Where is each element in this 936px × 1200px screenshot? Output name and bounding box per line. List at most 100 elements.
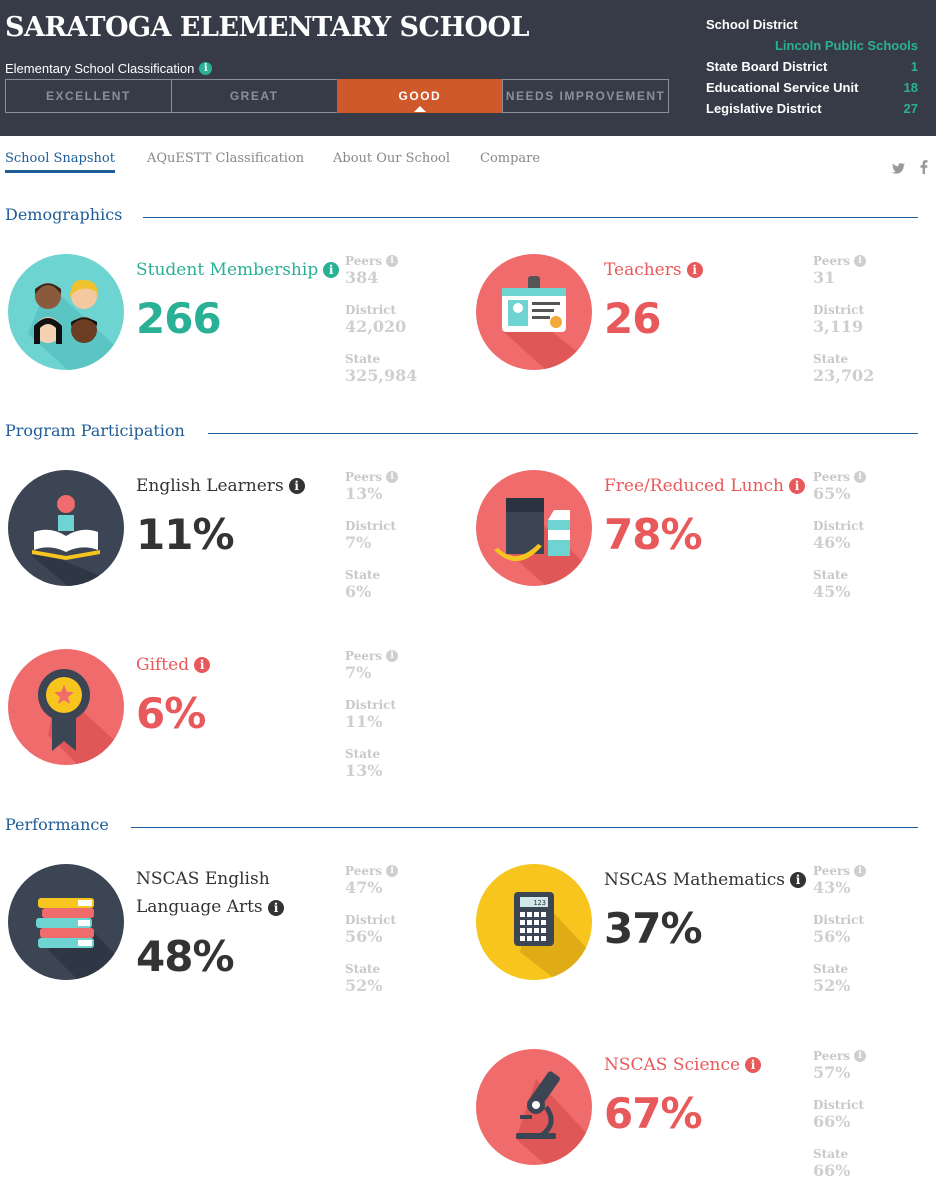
district-label: District [345, 698, 396, 712]
peers-label: Peers [813, 1049, 851, 1063]
peers-label: Peers [813, 864, 851, 878]
classification-great[interactable]: GREAT [170, 79, 337, 113]
state-value: 52% [345, 976, 383, 995]
comparison-stats: Peers i 47% District 56% State 52% [345, 864, 399, 1011]
school-header: SARATOGA ELEMENTARY SCHOOL Elementary Sc… [0, 0, 936, 136]
state-label: State [813, 568, 849, 582]
nscas-math-label: NSCAS Mathematics [604, 870, 786, 890]
award-ribbon-icon [8, 649, 124, 765]
microscope-icon [476, 1049, 592, 1165]
school-district-value-row: Lincoln Public Schools [706, 35, 918, 56]
info-icon[interactable]: i [323, 262, 340, 278]
info-icon[interactable]: i [686, 262, 703, 278]
peers-label: Peers [813, 254, 851, 268]
info-icon[interactable]: i [854, 1050, 867, 1062]
esu-row: Educational Service Unit 18 [706, 77, 918, 98]
legislative-row: Legislative District 27 [706, 98, 918, 119]
state-value: 45% [813, 582, 851, 601]
info-icon[interactable]: i [789, 478, 805, 494]
peers-value: 7% [345, 663, 372, 682]
classification-needs-improvement[interactable]: NEEDS IMPROVEMENT [502, 79, 669, 113]
district-value: 42,020 [345, 317, 407, 336]
twitter-icon[interactable] [892, 162, 905, 177]
state-value: 23,702 [813, 366, 875, 385]
info-icon[interactable]: i [854, 255, 867, 267]
info-icon[interactable]: i [199, 62, 213, 75]
state-board-label: State Board District [706, 59, 828, 74]
classification-excellent[interactable]: EXCELLENT [5, 79, 171, 113]
school-district-label: School District [706, 17, 798, 32]
info-icon[interactable]: i [854, 865, 867, 877]
district-value: 56% [345, 927, 383, 946]
state-value: 66% [813, 1161, 851, 1180]
calculator-icon: 123 [476, 864, 592, 980]
nscas-ela-value: 48% [136, 932, 235, 981]
school-district-row: School District [706, 14, 918, 35]
peers-value: 31 [813, 268, 836, 287]
gifted-label: Gifted [136, 655, 190, 675]
comparison-stats: Peers i 43% District 56% State 52% [813, 864, 867, 1011]
district-label: District [345, 519, 396, 533]
district-label: District [813, 519, 864, 533]
english-learners-label: English Learners [136, 476, 284, 496]
state-board-value: 1 [910, 59, 918, 74]
info-icon[interactable]: i [745, 1057, 762, 1073]
state-label: State [345, 747, 381, 761]
info-icon[interactable]: i [386, 865, 399, 877]
section-divider [208, 433, 918, 434]
comparison-stats: Peers i 31 District 3,119 State 23,702 [813, 254, 874, 401]
comparison-stats: Peers i 65% District 46% State 45% [813, 470, 867, 617]
metric-label: English Learners i [136, 476, 305, 496]
metric-free-reduced-lunch: Free/Reduced Lunch i 78% Peers i 65% Distr… [476, 470, 926, 620]
metric-label: Teachers i [604, 260, 703, 280]
peers-value: 13% [345, 484, 383, 503]
tab-compare[interactable]: Compare [480, 151, 541, 166]
student-membership-label: Student Membership [136, 260, 319, 280]
metric-label: NSCAS Science i [604, 1055, 762, 1075]
classification-good[interactable]: GOOD [336, 79, 503, 113]
info-icon[interactable]: i [854, 471, 867, 483]
metric-nscas-math: 123 NSCAS Mathematics i 37% Peers i 43% Di… [476, 864, 926, 1014]
tab-aquestt-classification[interactable]: AQuESTT Classification [147, 151, 305, 166]
district-value: 7% [345, 533, 372, 552]
section-demographics: Demographics [5, 205, 133, 224]
info-icon[interactable]: i [790, 872, 807, 888]
esu-value: 18 [903, 80, 918, 95]
tab-about-our-school[interactable]: About Our School [333, 151, 451, 166]
lunch-bag-icon [476, 470, 592, 586]
district-label: District [813, 1098, 864, 1112]
state-label: State [345, 352, 381, 366]
district-value: 3,119 [813, 317, 864, 336]
peers-label: Peers [345, 864, 383, 878]
state-board-row: State Board District 1 [706, 56, 918, 77]
info-icon[interactable]: i [386, 471, 399, 483]
peers-value: 384 [345, 268, 379, 287]
info-icon[interactable]: i [386, 650, 399, 662]
info-icon[interactable]: i [194, 657, 211, 673]
tab-nav: School Snapshot AQuESTT Classification A… [0, 136, 936, 186]
metric-label: Gifted i [136, 655, 211, 675]
metric-label: NSCAS English Language Arts i [136, 865, 306, 921]
teachers-value: 26 [604, 294, 661, 343]
peers-label: Peers [345, 254, 383, 268]
district-label: District [813, 303, 864, 317]
comparison-stats: Peers i 384 District 42,020 State 325,984 [345, 254, 417, 401]
facebook-icon[interactable] [920, 160, 928, 177]
gifted-value: 6% [136, 689, 206, 738]
metric-nscas-ela: NSCAS English Language Arts i 48% Peers i… [8, 864, 458, 1014]
state-value: 325,984 [345, 366, 418, 385]
books-icon [8, 864, 124, 980]
legislative-value: 27 [903, 101, 918, 116]
info-icon[interactable]: i [268, 899, 285, 916]
school-name: SARATOGA ELEMENTARY SCHOOL [5, 12, 530, 43]
state-label: State [813, 962, 849, 976]
info-icon[interactable]: i [288, 478, 305, 494]
school-district-link[interactable]: Lincoln Public Schools [774, 38, 918, 53]
nscas-science-label: NSCAS Science [604, 1055, 741, 1075]
id-badge-icon [476, 254, 592, 370]
nscas-science-value: 67% [604, 1089, 703, 1138]
info-icon[interactable]: i [386, 255, 399, 267]
metric-label: Free/Reduced Lunch i [604, 476, 805, 496]
district-label: District [813, 913, 864, 927]
tab-school-snapshot[interactable]: School Snapshot [5, 151, 115, 173]
